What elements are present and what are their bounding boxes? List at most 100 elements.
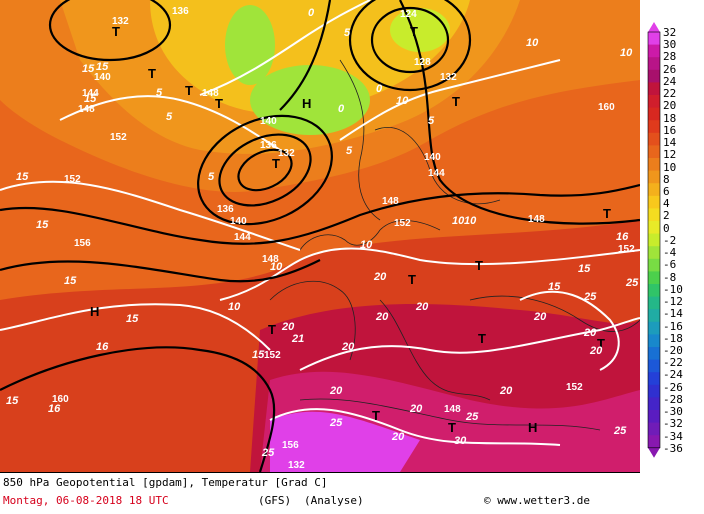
copyright-link[interactable]: © www.wetter3.de bbox=[484, 494, 590, 507]
temperature-label: 10 bbox=[396, 95, 409, 107]
geopotential-label: 160 bbox=[598, 102, 615, 113]
geopotential-label: 148 bbox=[202, 88, 219, 99]
temperature-label: 15 bbox=[6, 395, 19, 407]
temperature-label: 10 bbox=[620, 47, 633, 59]
legend-swatch bbox=[648, 435, 660, 449]
geopotential-label: 156 bbox=[282, 440, 299, 451]
legend-tick-label: -24 bbox=[663, 368, 683, 382]
legend-tick-label: 6 bbox=[663, 184, 670, 198]
temperature-label: 15 bbox=[64, 275, 77, 287]
legend-tick-label: 30 bbox=[663, 38, 677, 52]
geopotential-label: 136 bbox=[217, 204, 234, 215]
field-description: 850 hPa Geopotential [gpdam], Temperatur… bbox=[3, 476, 328, 489]
low-pressure-center: T bbox=[215, 96, 223, 111]
low-pressure-center: T bbox=[272, 156, 280, 171]
temperature-label: 30 bbox=[454, 435, 467, 447]
run-type: (Analyse) bbox=[304, 494, 364, 507]
map-footer: 850 hPa Geopotential [gpdam], Temperatur… bbox=[0, 472, 640, 514]
legend-swatch bbox=[648, 57, 660, 71]
legend-swatch bbox=[648, 246, 660, 260]
temperature-label: 25 bbox=[261, 447, 275, 459]
legend-tick-label: 32 bbox=[663, 26, 677, 39]
temperature-label: 15 bbox=[96, 61, 109, 73]
low-pressure-center: T bbox=[452, 94, 460, 109]
geopotential-label: 124 bbox=[400, 9, 417, 20]
low-pressure-center: T bbox=[148, 66, 156, 81]
geopotential-label: 132 bbox=[112, 16, 129, 27]
geopotential-label: 144 bbox=[234, 232, 251, 243]
legend-swatch bbox=[648, 284, 660, 298]
low-pressure-center: T bbox=[475, 258, 483, 273]
legend-tick-label: -12 bbox=[663, 295, 683, 309]
temperature-label: 5 bbox=[346, 145, 353, 157]
legend-tick-label: 10 bbox=[663, 160, 677, 174]
legend-tick-label: 18 bbox=[663, 111, 677, 125]
temperature-label: 15 bbox=[84, 93, 97, 105]
temperature-label: 20 bbox=[391, 431, 405, 443]
temperature-label: 20 bbox=[583, 327, 597, 339]
geopotential-label: 128 bbox=[414, 57, 431, 68]
legend-swatch bbox=[648, 296, 660, 310]
legend-tick-label: 22 bbox=[663, 87, 677, 101]
temperature-label: 0 bbox=[308, 7, 315, 19]
temperature-label: 10 bbox=[526, 37, 539, 49]
temperature-label: 15 bbox=[252, 349, 265, 361]
temperature-labels: 15 15 15 15 15 10 10 15 15 16 16 15 10 1… bbox=[6, 7, 639, 459]
geopotential-labels: 132 136 124 128 132 140 144 148 152 140 … bbox=[52, 6, 635, 471]
cold-pool bbox=[225, 5, 275, 85]
legend-tick-label: 24 bbox=[663, 74, 677, 88]
temperature-label: 20 bbox=[415, 301, 429, 313]
geopotential-label: 148 bbox=[262, 254, 279, 265]
cold-pool bbox=[250, 65, 370, 135]
temperature-label: 10 bbox=[452, 215, 465, 227]
legend-tick-label: 4 bbox=[663, 197, 670, 211]
temperature-label: 20 bbox=[281, 321, 295, 333]
legend-tick-label: -20 bbox=[663, 343, 683, 357]
geopotential-label: 136 bbox=[260, 140, 277, 151]
color-legend: 32 30 28 26 24 22 20 18 16 14 12 10 8 6 4 2 0 -2 -4 -6 -8 -10… bbox=[640, 0, 704, 472]
legend-swatch bbox=[648, 158, 660, 172]
legend-tick-label: -2 bbox=[663, 233, 677, 247]
temperature-label: 5 bbox=[166, 111, 173, 123]
low-pressure-center: T bbox=[603, 206, 611, 221]
temperature-label: 20 bbox=[533, 311, 547, 323]
legend-swatch bbox=[648, 309, 660, 323]
cold-pool bbox=[390, 8, 450, 52]
legend-swatch bbox=[648, 195, 660, 209]
geopotential-label: 152 bbox=[64, 174, 81, 185]
legend-swatch bbox=[648, 347, 660, 361]
temperature-label: 20 bbox=[329, 385, 343, 397]
temperature-label: 20 bbox=[409, 403, 423, 415]
temperature-label: 15 bbox=[126, 313, 139, 325]
legend-swatch bbox=[648, 334, 660, 348]
legend-color-bar bbox=[647, 22, 661, 458]
legend-min-arrow bbox=[648, 447, 660, 458]
valid-date: Montag, 06-08-2018 18 UTC bbox=[3, 494, 169, 507]
legend-swatch bbox=[648, 221, 660, 235]
temperature-label: 15 bbox=[578, 263, 591, 275]
legend-tick-label: 16 bbox=[663, 123, 677, 137]
low-pressure-center: T bbox=[185, 83, 193, 98]
legend-swatch bbox=[648, 32, 660, 46]
geopotential-label: 132 bbox=[288, 460, 305, 471]
high-pressure-center: H bbox=[90, 304, 99, 319]
geopotential-label: 136 bbox=[172, 6, 189, 17]
geopotential-label: 152 bbox=[264, 350, 281, 361]
low-pressure-center: T bbox=[268, 322, 276, 337]
geopotential-label: 148 bbox=[78, 104, 95, 115]
low-pressure-center: T bbox=[478, 331, 486, 346]
legend-tick-label: -6 bbox=[663, 258, 677, 272]
temperature-label: 25 bbox=[625, 277, 639, 289]
geopotential-label: 144 bbox=[82, 88, 99, 99]
high-pressure-center: H bbox=[302, 96, 311, 111]
low-pressure-center: T bbox=[408, 272, 416, 287]
temperature-label: 0 bbox=[376, 83, 383, 95]
legend-tick-label: -14 bbox=[663, 307, 683, 321]
legend-swatch bbox=[648, 107, 660, 121]
temperature-label: 25 bbox=[613, 425, 627, 437]
legend-swatch bbox=[648, 44, 660, 58]
temperature-label: 25 bbox=[465, 411, 479, 423]
legend-swatch bbox=[648, 397, 660, 411]
geopotential-label: 148 bbox=[382, 196, 399, 207]
low-pressure-center: T bbox=[410, 24, 418, 39]
